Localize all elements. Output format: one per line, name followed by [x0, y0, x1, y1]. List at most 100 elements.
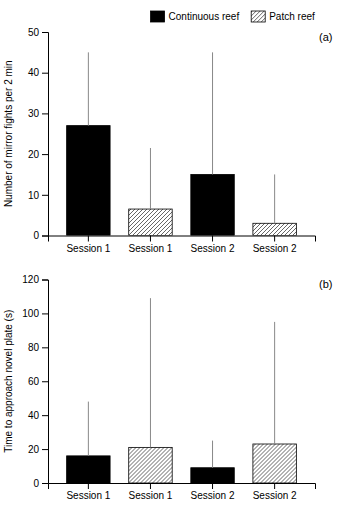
- tick-mark: [42, 113, 48, 114]
- legend-item: Patch reef: [251, 11, 315, 22]
- panel-title: (b): [319, 278, 332, 290]
- error-bar: [88, 402, 89, 456]
- tick-mark: [150, 483, 151, 489]
- tick-label: Session 2: [191, 490, 235, 501]
- error-bar: [150, 148, 151, 209]
- tick-label: Session 1: [128, 243, 172, 254]
- bar: [129, 209, 172, 235]
- y-axis-title: Time to approach novel plate (s): [3, 310, 14, 453]
- bar: [67, 126, 110, 236]
- marks: [67, 298, 297, 483]
- error-bar: [212, 441, 213, 468]
- tick-label: Session 2: [253, 243, 297, 254]
- y-tick: 30: [28, 108, 48, 119]
- panel-title: (a): [319, 31, 332, 43]
- tick-mark: [88, 236, 89, 242]
- y-tick: 80: [28, 342, 48, 353]
- error-bar: [88, 52, 89, 125]
- bar: [253, 223, 296, 235]
- tick-mark: [150, 236, 151, 242]
- axis-line: [42, 33, 49, 237]
- tick-mark: [42, 347, 48, 348]
- y-tick: 20: [28, 444, 48, 455]
- tick-label: 100: [22, 308, 39, 319]
- tick-mark: [42, 483, 48, 484]
- y-tick: 10: [28, 190, 48, 201]
- legend-label: Patch reef: [269, 11, 315, 22]
- x-tick: Session 2: [191, 236, 235, 254]
- tick-label: Session 1: [66, 490, 110, 501]
- error-bar: [212, 52, 213, 174]
- y-tick: 20: [28, 149, 48, 160]
- tick-label: 60: [28, 376, 40, 387]
- tick-label: Session 2: [191, 243, 235, 254]
- y-axis: 0 10 20 30 40 50: [28, 27, 49, 242]
- legend: Continuous reef Patch reef: [151, 11, 315, 22]
- tick-label: 120: [22, 274, 39, 285]
- tick-label: Session 1: [66, 243, 110, 254]
- tick-mark: [212, 236, 213, 242]
- error-bar: [150, 298, 151, 447]
- legend-item: Continuous reef: [151, 11, 240, 22]
- tick-label: 20: [28, 149, 40, 160]
- tick-mark: [274, 483, 275, 489]
- tick-mark: [42, 415, 48, 416]
- panel: 01020304050Session 1Session 1Session 2Se…: [3, 11, 332, 254]
- y-tick: 40: [28, 410, 48, 421]
- chart-svg: 01020304050Session 1Session 1Session 2Se…: [0, 0, 341, 511]
- tick-mark: [42, 154, 48, 155]
- tick-mark: [42, 381, 48, 382]
- axis-line: [42, 280, 49, 484]
- legend-swatch: [151, 11, 165, 22]
- tick-label: Session 1: [128, 490, 172, 501]
- tick-label: 40: [28, 67, 40, 78]
- tick-mark: [42, 449, 48, 450]
- bar: [129, 447, 172, 483]
- tick-mark: [42, 195, 48, 196]
- y-tick: 50: [28, 27, 48, 38]
- x-tick: Session 1: [66, 483, 110, 501]
- x-tick: Session 2: [253, 483, 297, 501]
- y-tick: 40: [28, 67, 48, 78]
- x-tick: Session 2: [253, 236, 297, 254]
- tick-label: Session 2: [253, 490, 297, 501]
- axis-line: [49, 484, 316, 490]
- x-tick: Session 1: [128, 483, 172, 501]
- y-tick: 0: [33, 230, 48, 241]
- tick-mark: [42, 313, 48, 314]
- x-tick: Session 1: [128, 236, 172, 254]
- bar: [253, 444, 296, 483]
- tick-mark: [274, 236, 275, 242]
- error-bar: [274, 322, 275, 444]
- y-tick: 100: [22, 308, 48, 319]
- tick-label: 0: [33, 478, 39, 489]
- x-tick: Session 1: [66, 236, 110, 254]
- error-bar: [274, 174, 275, 223]
- bar: [191, 468, 234, 483]
- marks: [67, 52, 297, 235]
- tick-mark: [212, 483, 213, 489]
- tick-mark: [42, 280, 48, 281]
- legend-swatch: [251, 11, 265, 22]
- x-axis: Session 1 Session 1 Session 2 Session 2: [49, 483, 316, 501]
- y-tick: 0: [33, 478, 48, 489]
- y-tick: 60: [28, 376, 48, 387]
- tick-label: 50: [28, 27, 40, 38]
- tick-label: 30: [28, 108, 40, 119]
- x-axis: Session 1 Session 1 Session 2 Session 2: [49, 236, 316, 254]
- tick-label: 10: [28, 190, 40, 201]
- bar: [67, 456, 110, 483]
- legend-label: Continuous reef: [169, 11, 240, 22]
- x-tick: Session 2: [191, 483, 235, 501]
- tick-mark: [88, 483, 89, 489]
- tick-label: 40: [28, 410, 40, 421]
- y-tick: 120: [22, 274, 48, 285]
- tick-label: 0: [33, 230, 39, 241]
- bar: [191, 174, 234, 235]
- tick-mark: [42, 236, 48, 237]
- tick-mark: [42, 73, 48, 74]
- axis-line: [49, 236, 316, 242]
- y-axis: 0 20 40 60 80 100 120: [22, 274, 48, 489]
- tick-label: 20: [28, 444, 40, 455]
- tick-mark: [42, 32, 48, 33]
